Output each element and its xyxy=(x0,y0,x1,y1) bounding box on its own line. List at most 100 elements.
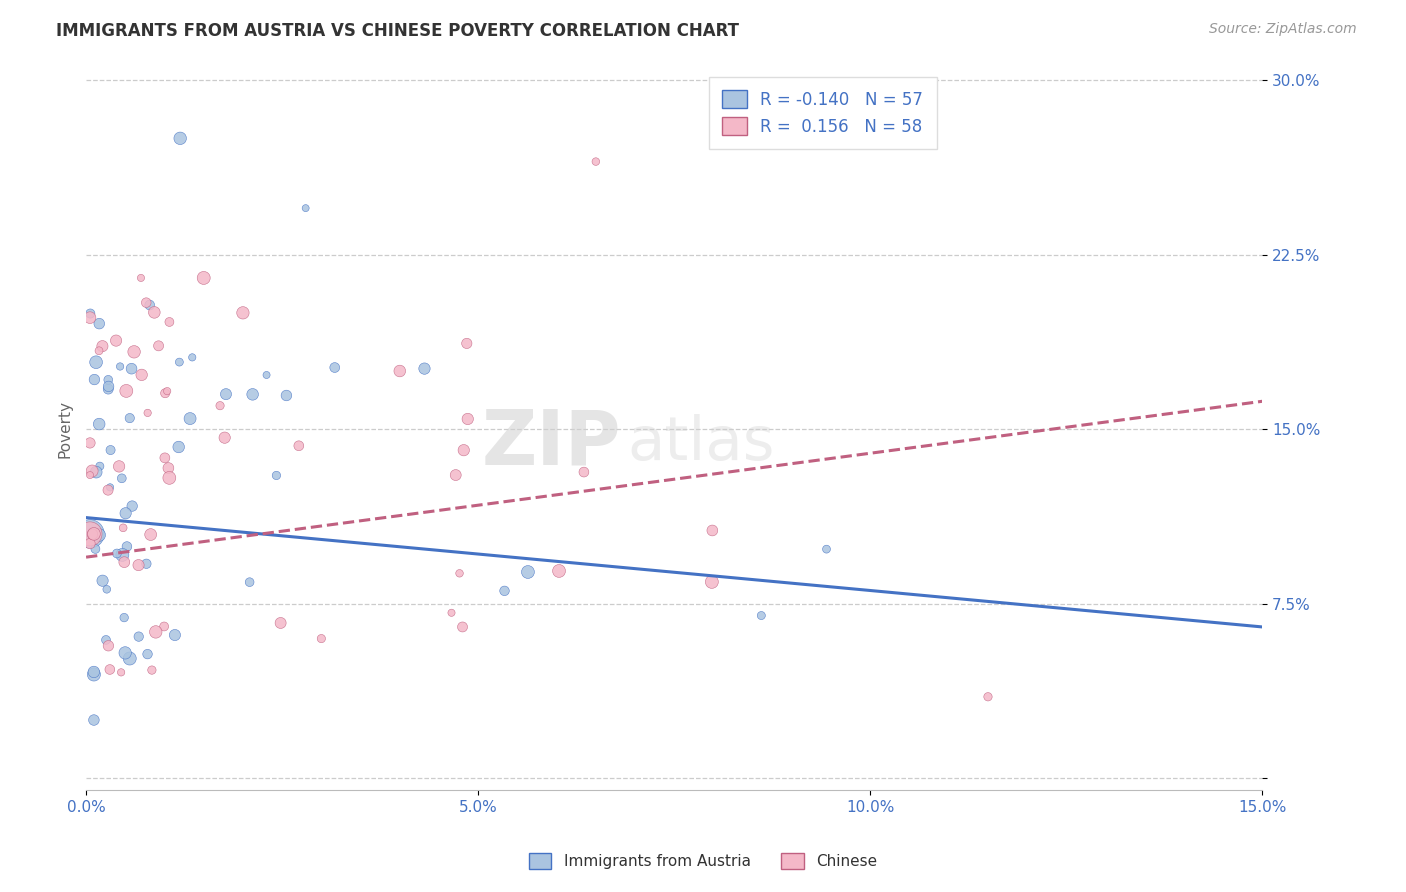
Point xyxy=(702,524,724,538)
Point xyxy=(413,361,436,376)
Point xyxy=(108,359,131,374)
Point xyxy=(440,606,463,620)
Point xyxy=(193,271,215,285)
Point xyxy=(121,499,143,513)
Point xyxy=(79,536,101,550)
Point xyxy=(83,373,105,387)
Point xyxy=(111,548,134,562)
Text: ZIP: ZIP xyxy=(482,407,621,481)
Point xyxy=(294,201,316,215)
Point xyxy=(153,450,176,465)
Point xyxy=(167,440,190,454)
Point xyxy=(815,542,838,557)
Point xyxy=(105,546,128,560)
Y-axis label: Poverty: Poverty xyxy=(58,401,72,458)
Point xyxy=(548,564,571,578)
Point xyxy=(96,582,118,597)
Point xyxy=(98,480,121,494)
Point xyxy=(79,310,101,325)
Point xyxy=(84,541,107,556)
Point xyxy=(156,384,179,398)
Point xyxy=(82,527,104,541)
Point xyxy=(112,555,135,569)
Text: Source: ZipAtlas.com: Source: ZipAtlas.com xyxy=(1209,22,1357,37)
Point xyxy=(100,443,122,458)
Point xyxy=(388,364,411,378)
Point xyxy=(453,443,475,458)
Point xyxy=(138,298,160,312)
Point xyxy=(79,468,101,483)
Point xyxy=(83,527,105,541)
Point xyxy=(749,608,772,623)
Point xyxy=(87,343,110,358)
Point xyxy=(114,646,136,660)
Point xyxy=(91,574,114,588)
Point xyxy=(323,360,346,375)
Point xyxy=(79,527,101,541)
Point xyxy=(110,665,132,680)
Point xyxy=(157,315,180,329)
Point xyxy=(82,464,104,478)
Point xyxy=(89,459,111,474)
Point xyxy=(94,632,117,647)
Point xyxy=(456,336,478,351)
Point xyxy=(122,344,145,359)
Point xyxy=(239,575,262,590)
Point xyxy=(157,471,180,485)
Point xyxy=(79,307,101,321)
Point xyxy=(157,461,180,475)
Point xyxy=(83,713,105,727)
Point xyxy=(128,630,150,644)
Text: IMMIGRANTS FROM AUSTRIA VS CHINESE POVERTY CORRELATION CHART: IMMIGRANTS FROM AUSTRIA VS CHINESE POVER… xyxy=(56,22,740,40)
Point xyxy=(91,339,114,353)
Point xyxy=(256,368,278,382)
Point xyxy=(977,690,1000,704)
Point xyxy=(98,663,121,677)
Point xyxy=(141,663,163,677)
Point xyxy=(131,368,153,382)
Legend: R = -0.140   N = 57, R =  0.156   N = 58: R = -0.140 N = 57, R = 0.156 N = 58 xyxy=(709,77,936,149)
Point xyxy=(83,527,105,541)
Point xyxy=(108,459,131,474)
Point xyxy=(97,382,120,396)
Point xyxy=(169,131,191,145)
Point xyxy=(97,379,120,393)
Point xyxy=(136,647,159,661)
Point xyxy=(572,465,595,479)
Point xyxy=(121,361,143,376)
Point xyxy=(97,483,120,497)
Point xyxy=(139,527,162,541)
Point xyxy=(311,632,333,646)
Point xyxy=(143,305,166,319)
Point xyxy=(451,620,474,634)
Point xyxy=(179,411,201,425)
Point xyxy=(148,339,170,353)
Point xyxy=(89,417,111,431)
Point xyxy=(118,651,141,665)
Point xyxy=(153,386,176,401)
Point xyxy=(118,411,141,425)
Point xyxy=(449,566,471,581)
Legend: Immigrants from Austria, Chinese: Immigrants from Austria, Chinese xyxy=(523,847,883,875)
Point xyxy=(163,628,186,642)
Point xyxy=(135,557,157,571)
Point xyxy=(84,355,107,369)
Point xyxy=(112,610,135,624)
Point xyxy=(128,558,150,573)
Point xyxy=(214,431,236,445)
Point xyxy=(111,471,134,485)
Point xyxy=(79,527,101,541)
Text: atlas: atlas xyxy=(627,414,775,473)
Point xyxy=(181,351,204,365)
Point xyxy=(700,574,723,589)
Point xyxy=(169,355,191,369)
Point xyxy=(145,624,167,639)
Point xyxy=(288,439,311,453)
Point xyxy=(115,384,138,398)
Point xyxy=(232,306,254,320)
Point xyxy=(105,334,128,348)
Point xyxy=(457,412,479,426)
Point xyxy=(494,583,516,598)
Point xyxy=(112,521,135,535)
Point xyxy=(266,468,288,483)
